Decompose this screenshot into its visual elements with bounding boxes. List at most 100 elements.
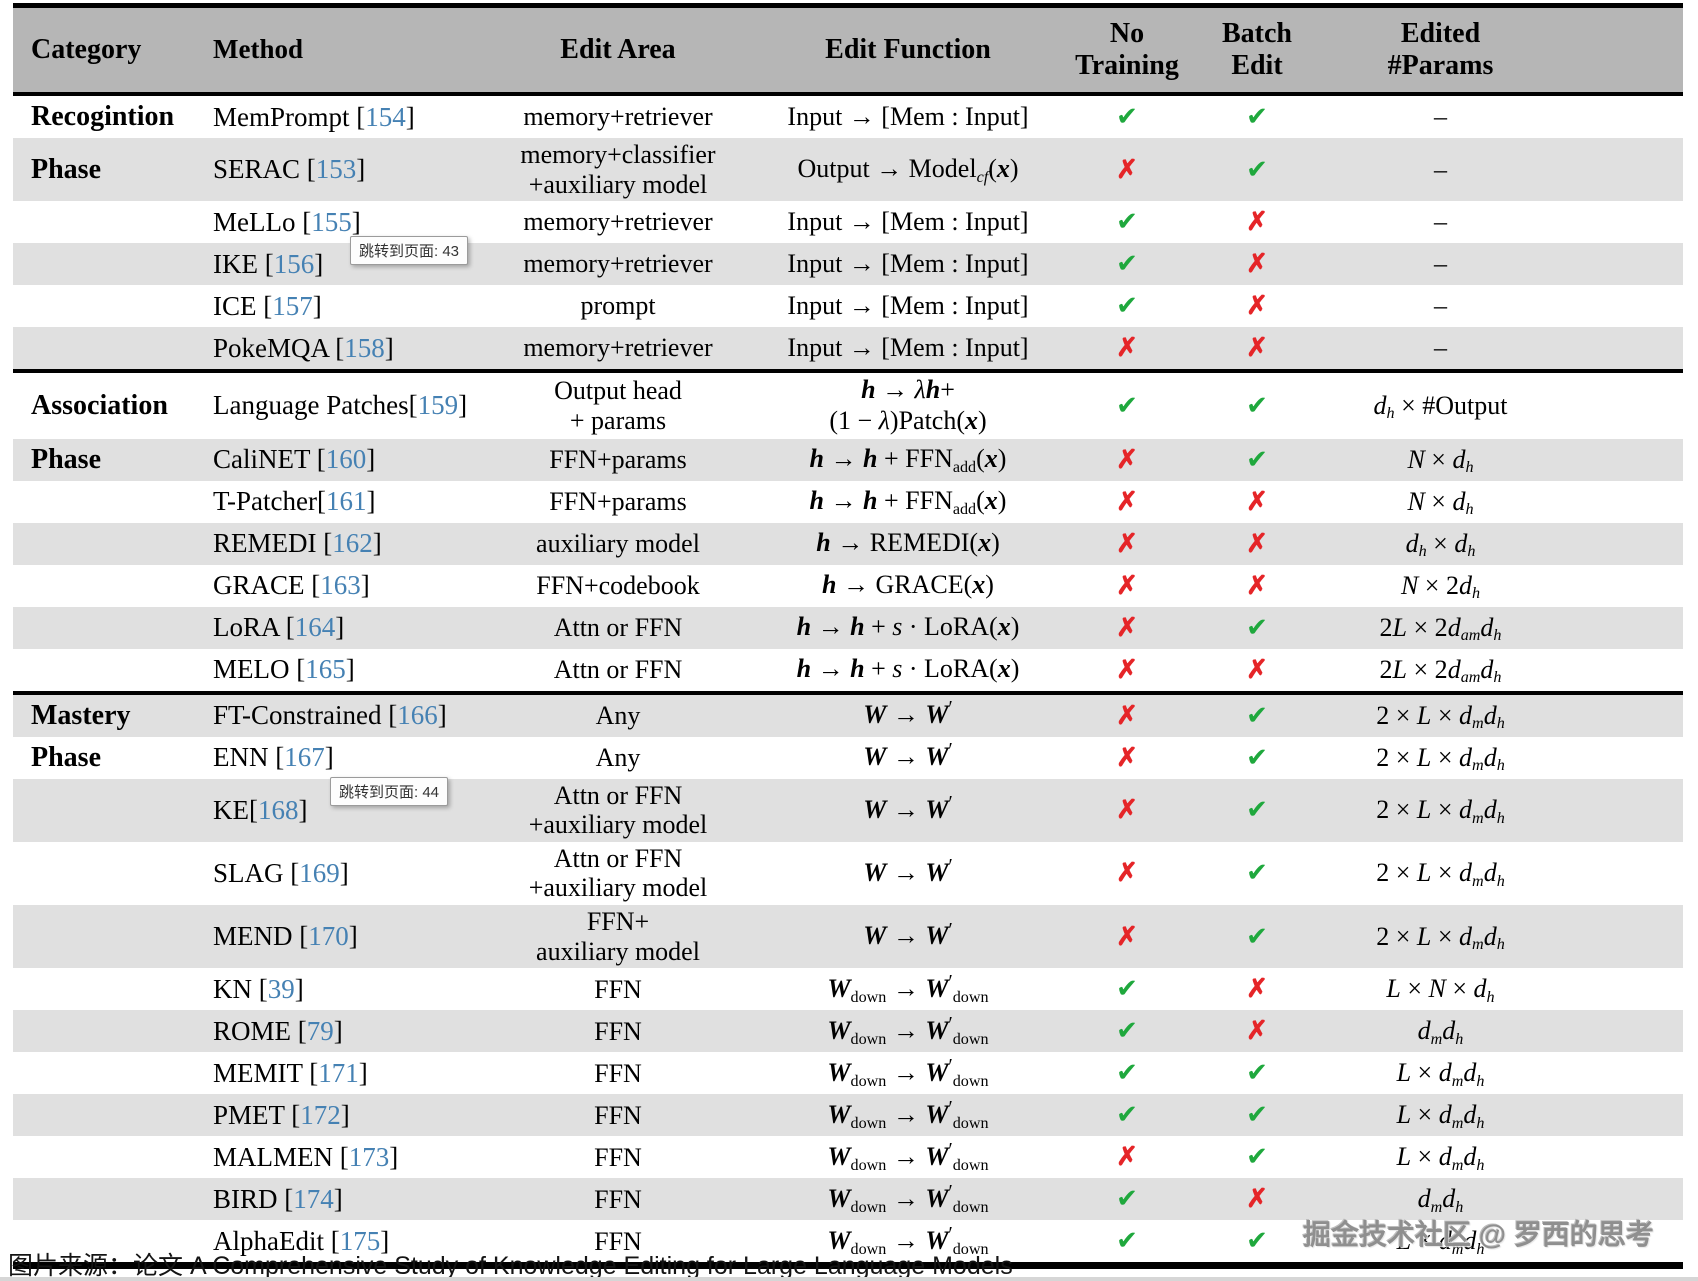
citation-link[interactable]: 160 (325, 444, 367, 475)
text-segment: h (1496, 757, 1505, 775)
citation-link[interactable]: 165 (305, 654, 346, 685)
table-row: Recogintion MemPrompt [154] memory+retri… (13, 96, 1683, 138)
text-segment: + FFN (877, 444, 953, 474)
text-segment: ) (985, 570, 994, 600)
citation-link[interactable]: 170 (308, 921, 349, 952)
text-segment: m (1430, 1030, 1443, 1048)
table-row: REMEDI [162] auxiliary model h → REMEDI(… (13, 522, 1683, 565)
text-segment: [ (299, 921, 309, 952)
citation-link[interactable]: 174 (293, 1183, 334, 1214)
text-segment: d (1473, 974, 1487, 1004)
text-segment: ′ (948, 1098, 953, 1120)
citation-link[interactable]: 158 (344, 332, 385, 363)
edit-area-cell: memory+retriever (523, 333, 713, 363)
text-segment: → (824, 486, 864, 516)
edit-function-cell: Wdown → W′down (758, 1141, 1058, 1174)
text-segment: W (925, 1100, 949, 1129)
text-segment: – (1434, 154, 1447, 184)
citation-link[interactable]: 169 (299, 857, 340, 888)
citation-link[interactable]: 39 (267, 973, 295, 1004)
citation-link[interactable]: 173 (348, 1141, 390, 1172)
method-cell: GRACE [163] (198, 570, 478, 601)
no-training-mark: ✔ (1116, 1184, 1138, 1214)
citation-link[interactable]: 162 (332, 528, 373, 559)
edited-params-cell: dmdh (1318, 1184, 1683, 1215)
text-segment: 2 × (1376, 921, 1417, 951)
text-segment: W (925, 1226, 949, 1255)
text-segment: KE (213, 794, 249, 825)
text-segment: ) (1009, 154, 1019, 184)
citation-link[interactable]: 161 (325, 486, 367, 517)
site-watermark: 掘金技术社区 @ 罗西的思考 (1303, 1219, 1654, 1250)
citation-link[interactable]: 154 (365, 101, 406, 132)
text-segment: T-Patcher (213, 486, 317, 517)
citation-link[interactable]: 155 (311, 206, 352, 237)
text-segment: ] (345, 654, 355, 685)
edited-params-cell: dmdh (1318, 1016, 1683, 1048)
batch-edit-mark: ✗ (1246, 249, 1268, 279)
text-segment: d (1405, 528, 1419, 558)
text-segment: Language Patches (213, 390, 409, 421)
citation-link[interactable]: 171 (318, 1057, 359, 1088)
edited-params-cell: 2 × L × dmdh (1318, 858, 1683, 890)
method-cell: SLAG [169] (198, 858, 478, 889)
citation-link[interactable]: 172 (300, 1099, 341, 1130)
table-row: SLAG [169] Attn or FFN +auxiliary model W… (13, 842, 1683, 905)
text-segment: d (1459, 700, 1473, 730)
text-segment: h (796, 654, 812, 684)
text-segment: d (1483, 742, 1497, 772)
citation-link[interactable]: 159 (417, 390, 459, 421)
text-segment: MEMIT (213, 1057, 310, 1088)
method-cell: ICE [157] (198, 291, 478, 322)
citation-link[interactable]: 175 (339, 1225, 381, 1256)
batch-edit-mark: ✗ (1246, 528, 1268, 558)
edit-function-cell: W → W′ (758, 741, 1058, 773)
method-cell: AlphaEdit [175] (198, 1226, 478, 1257)
text-segment: + (864, 654, 893, 684)
citation-link[interactable]: 153 (315, 154, 357, 185)
edit-function-cell: W → W′ (758, 794, 1058, 826)
citation-link[interactable]: 164 (294, 612, 336, 643)
category-cell: Recogintion (31, 101, 175, 132)
citation-link[interactable]: 156 (273, 248, 315, 279)
table-row: AlphaEdit [175] FFN Wdown → W′down ✔ ✔ L… (13, 1220, 1683, 1262)
text-segment: x (965, 405, 978, 435)
method-cell: BIRD [174] (198, 1184, 478, 1215)
citation-link[interactable]: 168 (258, 794, 299, 825)
text-segment: down (850, 1240, 887, 1258)
text-segment: L (1416, 921, 1432, 951)
no-training-mark: ✔ (1116, 249, 1138, 279)
citation-link[interactable]: 166 (397, 700, 438, 731)
text-segment: × (1411, 1142, 1439, 1172)
text-segment: W (827, 1016, 851, 1045)
text-segment: N (1400, 570, 1419, 600)
edited-params-cell: L × dmdh (1318, 1058, 1683, 1089)
text-segment: m (1472, 872, 1484, 890)
batch-edit-mark: ✔ (1246, 742, 1268, 772)
text-segment: ] (366, 444, 376, 475)
text-segment: ] (458, 390, 468, 421)
text-segment: ] (351, 206, 361, 237)
batch-edit-mark: ✔ (1246, 921, 1268, 951)
citation-link[interactable]: 163 (320, 570, 361, 601)
citation-link[interactable]: 157 (272, 290, 313, 321)
text-segment: [ (339, 1141, 349, 1172)
text-segment: d (1438, 1058, 1452, 1088)
text-segment: × 2 (1407, 654, 1448, 684)
text-segment: SLAG (213, 857, 291, 888)
text-segment: down (952, 1156, 989, 1174)
text-segment: [ (316, 444, 326, 475)
no-training-mark: ✗ (1116, 654, 1138, 684)
text-segment: [ (296, 654, 306, 685)
method-cell: MeLLo [155] (198, 207, 478, 238)
edit-area-cell: Attn or FFN +auxiliary model (528, 843, 708, 903)
text-segment: d (1458, 570, 1472, 600)
citation-link[interactable]: 167 (284, 742, 325, 773)
text-segment: x (984, 444, 998, 474)
no-training-mark: ✔ (1116, 974, 1138, 1004)
citation-link[interactable]: 79 (306, 1015, 334, 1046)
text-segment: d (1463, 1142, 1477, 1172)
text-segment: [ (249, 794, 258, 825)
table-section-mastery: Mastery FT-Constrained [166] Any W → W′ … (13, 694, 1683, 1263)
